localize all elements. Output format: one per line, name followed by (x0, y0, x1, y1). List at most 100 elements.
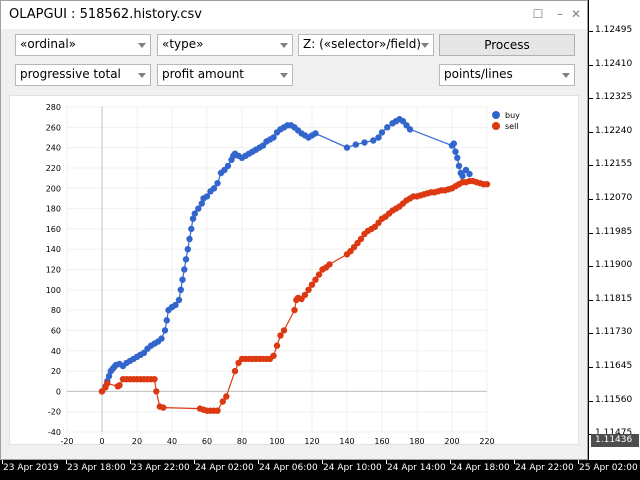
chart-type-selector[interactable]: points/lines (439, 64, 575, 86)
x-axis-selector[interactable]: «ordinal» (15, 34, 151, 56)
time-tick (578, 460, 579, 464)
buy-point (312, 130, 319, 137)
price-label: 1.12070 (595, 193, 633, 203)
time-label: 23 Apr 18:00 (67, 463, 126, 473)
buy-point (406, 126, 414, 133)
chart-panel: -40 -20 0 20 40 60 80 100 120 140 160 180 200 220 240 2… (9, 95, 579, 446)
z-axis-selector-value: Z: («selector»/field) (303, 37, 421, 51)
price-tick (589, 131, 593, 133)
y-tick-label: 100 (46, 286, 61, 295)
y-axis-selector-value: «type» (162, 37, 204, 51)
time-label: 25 Apr 02:00 (579, 463, 638, 473)
sell-point (104, 380, 111, 387)
buy-point (352, 141, 359, 148)
y-tick-label: 140 (46, 245, 61, 254)
time-tick (514, 460, 515, 464)
buy-point (454, 154, 461, 161)
chart-type-selector-value: points/lines (444, 67, 513, 81)
price-tick (589, 333, 593, 335)
time-label: 24 Apr 22:00 (515, 463, 574, 473)
price-label: 1.12410 (595, 58, 633, 69)
aggregator-selector-value: progressive total (20, 67, 121, 81)
time-tick (258, 460, 259, 464)
buy-point (270, 134, 277, 141)
x-tick-label: 20 (132, 437, 142, 444)
buy-point (188, 225, 195, 233)
minimize-icon[interactable]: – (557, 7, 563, 21)
time-tick (194, 460, 195, 464)
price-label: 1.12155 (595, 159, 633, 170)
x-tick-label: 120 (304, 437, 319, 444)
chevron-down-icon (138, 43, 146, 48)
sell-point (301, 291, 309, 299)
maximize-icon[interactable]: ☐ (532, 7, 544, 21)
buy-point (191, 210, 198, 217)
buy-point (177, 286, 184, 293)
x-tick-label: 100 (269, 437, 284, 444)
buy-point (384, 124, 391, 131)
time-label: 23 Apr 2019 (3, 463, 59, 473)
field-selector[interactable]: profit amount (157, 64, 293, 86)
buy-point (198, 200, 205, 207)
price-axis: 1.12495 1.12410 1.12325 1.12240 1.12155 1.120… (588, 0, 640, 460)
close-icon[interactable]: ✕ (570, 7, 582, 21)
y-tick-label: 240 (46, 144, 61, 153)
sell-point (270, 352, 277, 359)
x-tick-label: 80 (237, 437, 247, 444)
price-label: 1.11985 (595, 226, 633, 237)
x-tick-label: -20 (60, 437, 73, 444)
y-tick-label: 220 (46, 164, 61, 173)
buy-point (182, 256, 190, 263)
aggregator-selector[interactable]: progressive total (15, 64, 151, 86)
price-tick (589, 400, 593, 402)
price-tick (589, 266, 593, 268)
x-tick-label: 200 (444, 437, 459, 444)
y-tick-label: -40 (48, 428, 61, 437)
y-tick-label: 40 (51, 347, 61, 356)
price-label: 1.12325 (595, 92, 633, 103)
price-tick (589, 367, 593, 368)
chevron-down-icon (280, 73, 288, 78)
y-tick-label: 60 (51, 326, 61, 335)
sell-point (326, 261, 333, 268)
process-button[interactable]: Process (439, 34, 575, 56)
x-tick-label: 40 (167, 437, 177, 444)
buy-point (466, 170, 473, 178)
y-tick-label: 0 (56, 387, 61, 396)
buy-point (343, 144, 351, 151)
buy-point (161, 327, 169, 334)
buy-point (459, 172, 466, 180)
price-tick (589, 299, 593, 301)
buy-point (203, 193, 211, 200)
buy-point (361, 139, 368, 146)
legend-buy-marker (492, 111, 500, 119)
y-axis-selector[interactable]: «type» (157, 34, 293, 56)
price-label: 1.11560 (595, 394, 633, 405)
price-tick (589, 165, 593, 167)
y-tick-label: 80 (51, 306, 61, 315)
sell-point (223, 393, 230, 400)
sell-point (231, 367, 239, 375)
time-label: 24 Apr 14:00 (387, 463, 446, 473)
sell-point (305, 286, 312, 293)
time-tick (322, 460, 323, 464)
buy-point (214, 180, 221, 187)
buy-point (105, 372, 113, 380)
x-tick-label: 180 (409, 437, 424, 444)
buy-point (455, 162, 463, 170)
buy-point (186, 235, 193, 243)
time-label: 24 Apr 18:00 (451, 463, 510, 473)
window-titlebar[interactable]: OLAPGUI : 518562.history.csv ☐ – ✕ (1, 1, 587, 29)
sell-point (219, 398, 226, 405)
x-tick-label: 220 (479, 437, 494, 444)
buy-point (195, 205, 202, 212)
y-tick-label: 160 (46, 225, 61, 234)
time-label: 23 Apr 22:00 (131, 463, 190, 473)
buy-point (224, 162, 232, 170)
legend-sell-label: sell (505, 122, 519, 131)
chevron-down-icon (421, 43, 429, 48)
price-label: 1.11645 (595, 361, 633, 371)
buy-point (179, 276, 186, 283)
time-tick (2, 460, 3, 464)
z-axis-selector[interactable]: Z: («selector»/field) (298, 34, 434, 56)
